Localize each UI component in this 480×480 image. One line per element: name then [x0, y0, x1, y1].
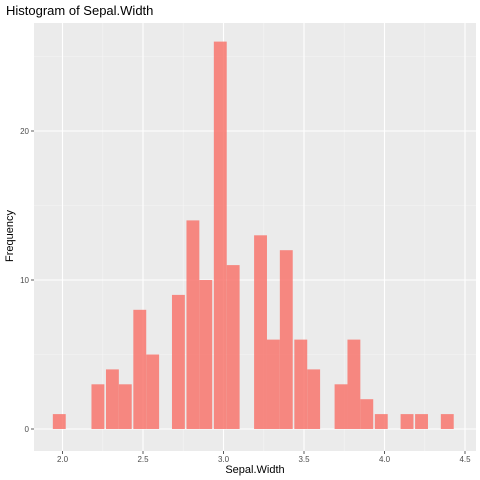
y-tick-label: 20 [20, 127, 29, 136]
histogram-bar [105, 369, 119, 429]
x-tick-label: 3.0 [218, 455, 230, 464]
histogram-bar [415, 414, 428, 429]
histogram-bar [334, 384, 348, 429]
histogram-bar [118, 384, 132, 429]
y-axis-title: Frequency [4, 210, 16, 262]
histogram-bar [360, 399, 374, 429]
histogram-bar [294, 339, 308, 429]
histogram-bar [199, 280, 213, 429]
histogram-bar [279, 250, 293, 429]
x-tick-label: 3.5 [298, 455, 310, 464]
histogram-bar [266, 339, 280, 429]
histogram-bar [226, 265, 240, 429]
histogram-bar [186, 220, 200, 429]
histogram-bar [254, 235, 267, 429]
chart-title: Histogram of Sepal.Width [6, 3, 153, 18]
x-axis-ticks: 2.0 2.5 3.0 3.5 4.0 4.5 [57, 451, 471, 464]
histogram-bar [347, 339, 361, 429]
y-tick-label: 10 [20, 276, 29, 285]
x-tick-label: 2.5 [137, 455, 149, 464]
x-axis-title: Sepal.Width [225, 464, 284, 476]
histogram-bar [400, 414, 414, 429]
x-tick-label: 4.0 [379, 455, 391, 464]
histogram-bar [307, 369, 321, 429]
x-tick-label: 2.0 [57, 455, 69, 464]
y-tick-label: 0 [25, 425, 30, 434]
histogram-bar [171, 294, 185, 429]
histogram-bar [146, 354, 160, 429]
histogram-bars [52, 41, 454, 429]
histogram-bar [133, 309, 147, 429]
histogram-bar [440, 414, 454, 429]
histogram-bar [374, 414, 388, 429]
histogram-bar [91, 384, 105, 429]
y-axis-ticks: 0 10 20 [20, 127, 34, 434]
histogram-bar [52, 414, 66, 429]
x-tick-label: 4.5 [459, 455, 471, 464]
histogram-bar [213, 41, 227, 429]
